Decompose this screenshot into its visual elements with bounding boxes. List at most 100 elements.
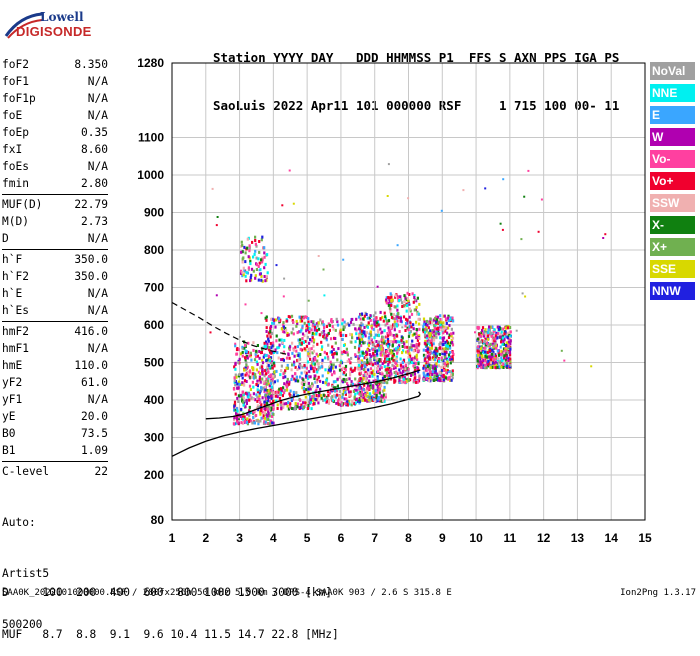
- param-name: yF1: [2, 393, 23, 406]
- echo-point: [264, 372, 267, 376]
- echo-point: [294, 407, 297, 411]
- param-row: hmF2 416.0: [2, 323, 108, 340]
- echo-point: [316, 359, 319, 363]
- echo-point: [365, 378, 368, 382]
- echo-point: [240, 250, 243, 254]
- param-name: foEp: [2, 126, 29, 139]
- echo-point: [327, 383, 330, 387]
- param-value: 1.09: [81, 444, 108, 457]
- echo-point: [270, 332, 274, 335]
- echo-point: [499, 327, 502, 330]
- echo-point: [436, 349, 439, 353]
- echo-point: [295, 391, 298, 395]
- echo-point: [486, 351, 489, 354]
- echo-point: [292, 332, 295, 336]
- echo-point: [297, 352, 300, 356]
- echo-point: [328, 391, 332, 395]
- echo-point: [426, 372, 429, 376]
- echo-point: [257, 381, 261, 385]
- echo-point: [408, 358, 411, 362]
- echo-point: [234, 408, 237, 412]
- echo-point: [486, 334, 490, 338]
- echo-point: [330, 396, 333, 400]
- echo-point: [241, 397, 244, 401]
- echo-point: [451, 372, 454, 376]
- echo-point: [270, 385, 273, 389]
- echo-point: [392, 367, 395, 370]
- param-name: fxI: [2, 143, 23, 156]
- echo-point: [299, 347, 302, 351]
- logo-text-digisonde: DIGISONDE: [16, 24, 92, 39]
- echo-point: [330, 365, 333, 369]
- echo-point: [315, 389, 318, 392]
- echo-point: [241, 381, 244, 385]
- echo-point: [474, 331, 476, 334]
- echo-point: [495, 363, 498, 367]
- echo-point: [304, 339, 307, 343]
- echo-point: [309, 387, 312, 391]
- echo-point: [501, 342, 504, 346]
- echo-point: [409, 329, 412, 333]
- param-value: N/A: [87, 287, 108, 300]
- echo-point: [494, 354, 498, 358]
- echo-point: [240, 240, 243, 244]
- x-tick-label: 14: [605, 531, 619, 545]
- echo-point: [289, 315, 292, 319]
- echo-point: [494, 342, 497, 346]
- echo-point: [349, 394, 352, 398]
- echo-point: [358, 347, 361, 351]
- echo-point: [299, 398, 302, 402]
- echo-point: [334, 395, 338, 399]
- echo-point: [480, 334, 483, 338]
- echo-point: [241, 400, 245, 404]
- param-name: hmE: [2, 359, 23, 372]
- echo-point: [279, 400, 282, 404]
- echo-point: [484, 354, 487, 358]
- echo-point: [272, 391, 275, 395]
- echo-point: [412, 360, 416, 364]
- echo-point: [235, 375, 238, 379]
- echo-point: [313, 374, 316, 378]
- echo-point: [331, 352, 334, 356]
- echo-point: [276, 346, 279, 350]
- echo-point: [428, 352, 431, 356]
- station-header: Station YYYY DAY DDD HHMMSS P1 FFS S AXN…: [213, 18, 619, 130]
- echo-point: [267, 404, 270, 408]
- echo-point: [507, 340, 510, 344]
- echo-point: [345, 378, 348, 382]
- echo-point: [234, 383, 237, 387]
- echo-point: [256, 388, 259, 392]
- echo-point: [376, 343, 379, 347]
- echo-point: [380, 358, 383, 362]
- echo-point: [313, 377, 316, 380]
- echo-point: [271, 366, 274, 370]
- echo-point: [376, 377, 379, 381]
- echo-point: [216, 216, 219, 218]
- echo-point: [245, 418, 248, 422]
- echo-point: [405, 350, 408, 354]
- echo-point: [266, 342, 269, 346]
- echo-point: [252, 341, 255, 345]
- param-value: N/A: [87, 160, 108, 173]
- echo-point: [422, 325, 425, 329]
- echo-point: [480, 349, 483, 353]
- echo-point: [305, 316, 308, 319]
- echo-point: [264, 345, 268, 349]
- echo-point: [422, 378, 426, 381]
- echo-point: [331, 366, 334, 370]
- echo-point: [271, 374, 275, 378]
- echo-point: [383, 311, 386, 315]
- echo-point: [267, 422, 270, 426]
- echo-point: [447, 319, 450, 323]
- echo-point: [506, 361, 509, 365]
- echo-point: [250, 358, 253, 362]
- echo-point: [245, 392, 249, 396]
- echo-point: [435, 372, 438, 376]
- echo-point: [422, 364, 426, 368]
- echo-point: [291, 351, 294, 355]
- echo-point: [382, 395, 385, 399]
- echo-point: [398, 368, 401, 372]
- echo-point: [391, 343, 394, 347]
- echo-point: [315, 332, 318, 336]
- echo-point: [283, 388, 286, 392]
